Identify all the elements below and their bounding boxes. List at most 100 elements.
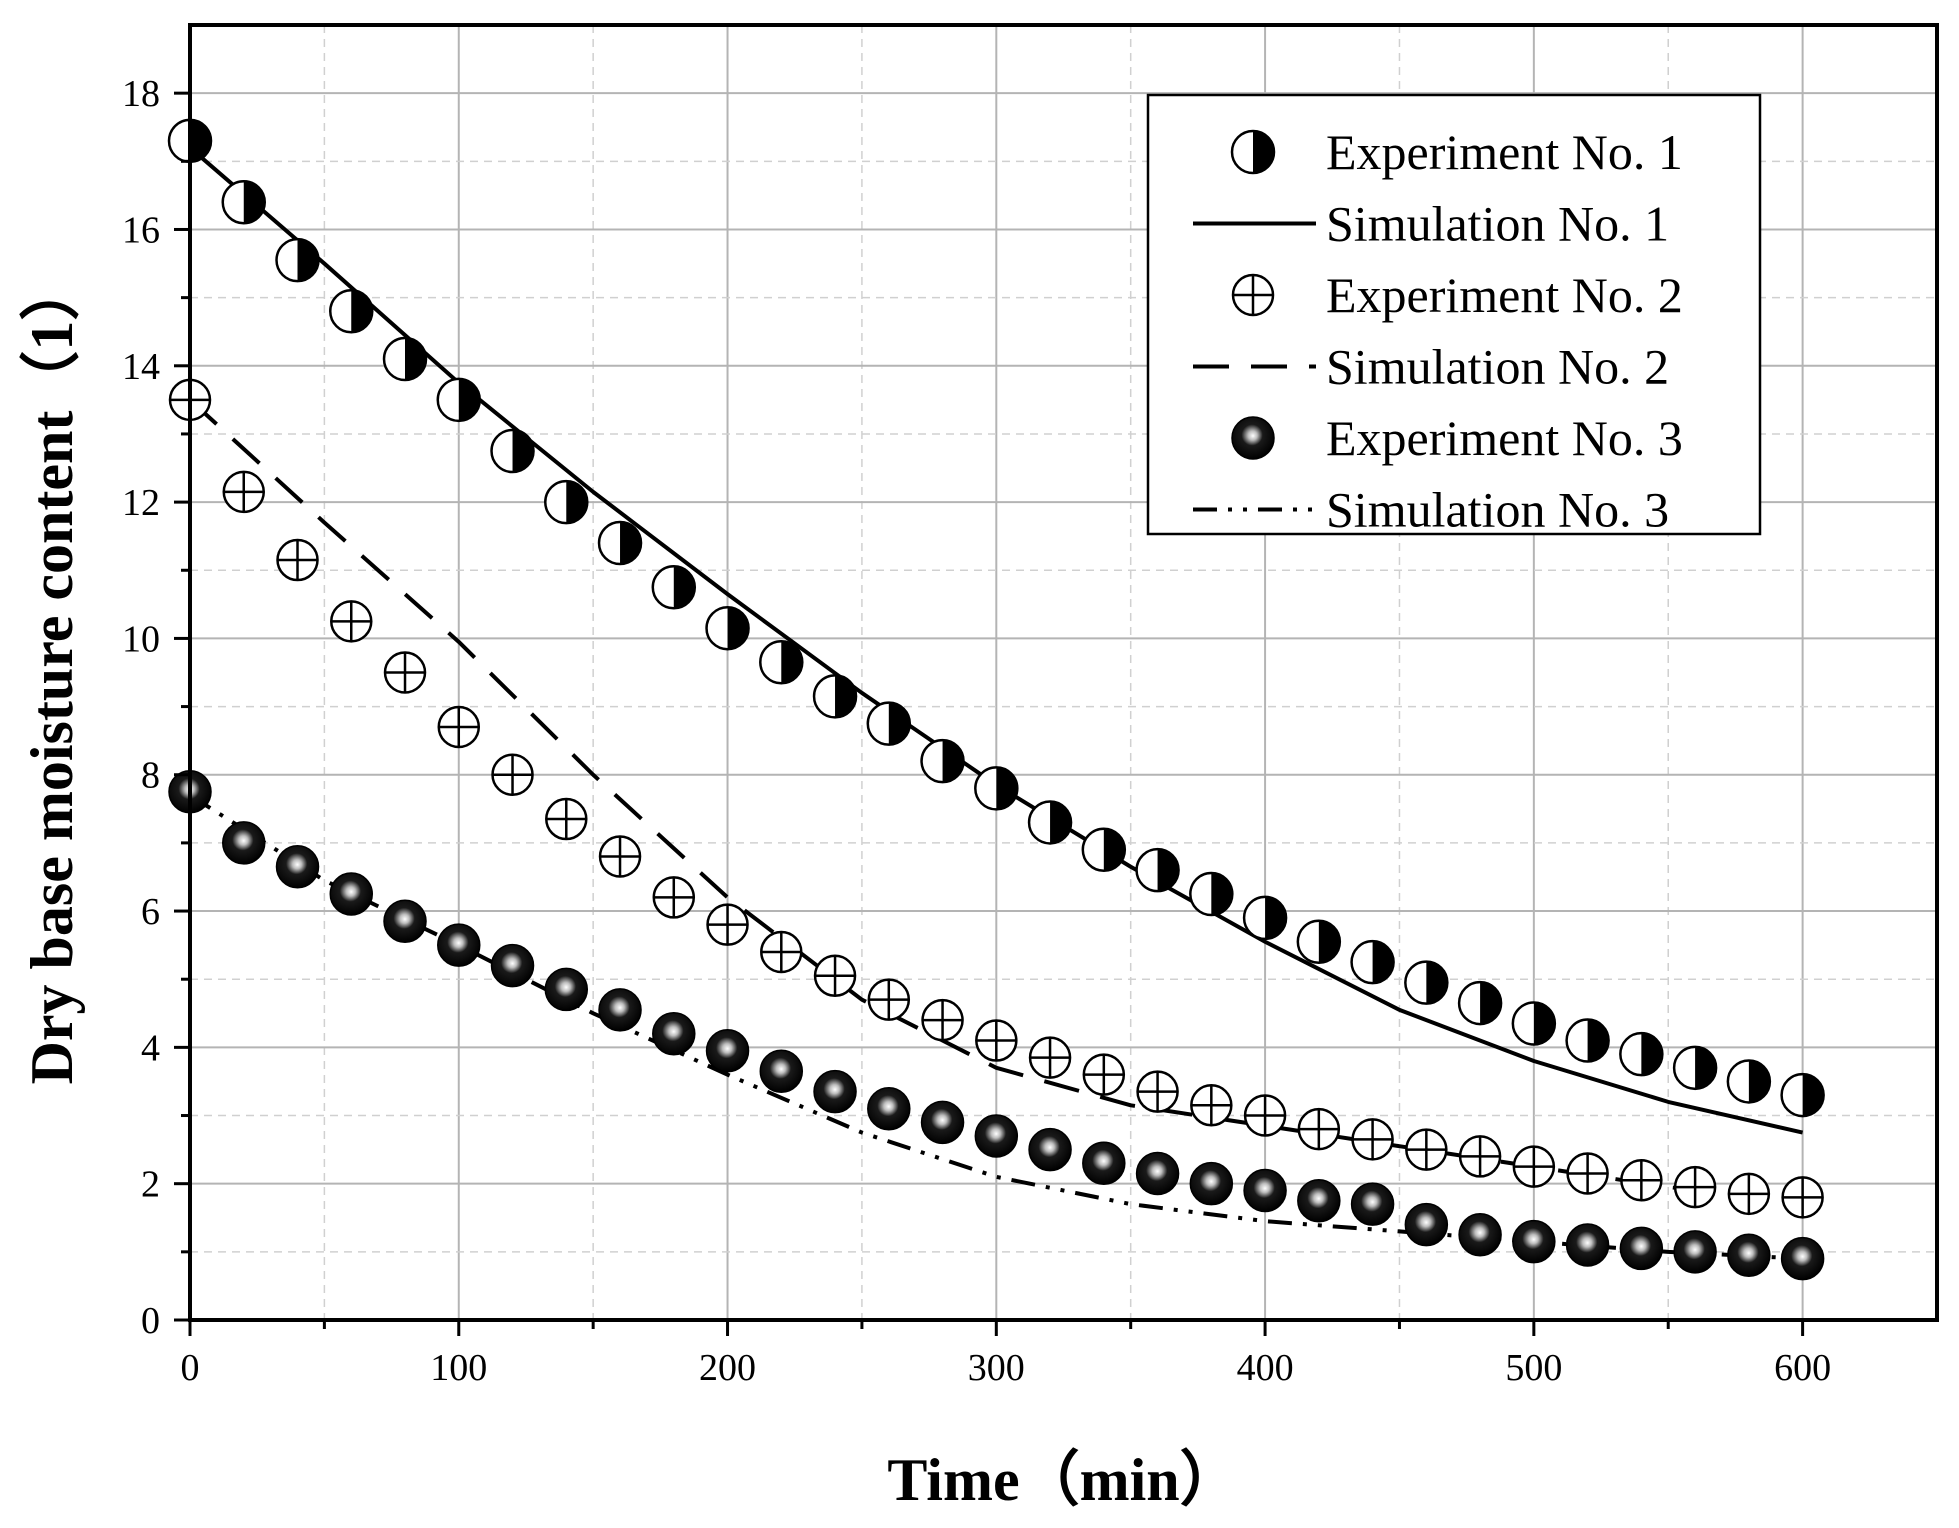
marker-fill bbox=[243, 181, 265, 224]
data-point bbox=[705, 605, 750, 651]
data-point bbox=[1673, 1230, 1717, 1274]
marker-fill bbox=[620, 522, 642, 564]
y-tick-label: 6 bbox=[141, 891, 160, 933]
data-point bbox=[383, 899, 427, 944]
data-point bbox=[491, 753, 534, 796]
y-tick-label: 12 bbox=[122, 482, 160, 524]
data-point bbox=[1297, 1178, 1341, 1223]
legend: Experiment No. 1 Simulation No. 1 Experime… bbox=[1146, 93, 1762, 538]
data-point bbox=[490, 943, 535, 988]
marker-fill bbox=[1253, 131, 1274, 173]
data-point bbox=[813, 954, 857, 998]
data-point bbox=[437, 923, 481, 967]
data-point bbox=[1565, 1223, 1610, 1267]
data-point bbox=[1189, 1161, 1234, 1206]
legend-label: Experiment No. 2 bbox=[1326, 267, 1683, 323]
marker-fill bbox=[1641, 1033, 1663, 1076]
data-point bbox=[1405, 1128, 1448, 1171]
legend-item: Experiment No. 1 bbox=[1230, 124, 1683, 180]
marker-fill bbox=[190, 119, 211, 162]
legend-label: Simulation No. 1 bbox=[1326, 196, 1669, 252]
data-point bbox=[705, 1029, 750, 1073]
data-point bbox=[1136, 1070, 1179, 1113]
x-tick-label: 500 bbox=[1505, 1347, 1562, 1389]
data-point bbox=[759, 640, 804, 685]
data-point bbox=[1027, 800, 1073, 845]
data-point bbox=[974, 766, 1019, 811]
marker-fill bbox=[727, 607, 749, 650]
data-point bbox=[1566, 1152, 1609, 1195]
data-point bbox=[1028, 1127, 1072, 1172]
marker-fill bbox=[1318, 920, 1340, 963]
x-tick-label: 400 bbox=[1237, 1347, 1294, 1389]
marker-fill bbox=[1480, 982, 1502, 1025]
grid bbox=[190, 25, 1937, 1320]
data-point bbox=[1673, 1165, 1717, 1209]
series-markers-experiment-no-1 bbox=[167, 118, 1825, 1118]
data-point bbox=[1135, 1151, 1180, 1196]
legend-item: Experiment No. 3 bbox=[1231, 410, 1683, 466]
data-point bbox=[382, 336, 428, 382]
y-tick-label: 0 bbox=[141, 1300, 160, 1342]
legend-symbol bbox=[1231, 416, 1275, 460]
data-point bbox=[1296, 919, 1342, 964]
data-point bbox=[544, 967, 589, 1012]
data-point bbox=[383, 651, 427, 694]
y-tick-label: 8 bbox=[141, 755, 160, 797]
marker-fill bbox=[888, 702, 910, 745]
y-tick-label: 18 bbox=[122, 73, 160, 115]
data-point bbox=[1511, 1001, 1557, 1046]
y-tick-label: 14 bbox=[122, 346, 160, 388]
legend-item: Simulation No. 2 bbox=[1193, 339, 1669, 395]
legend-label: Experiment No. 1 bbox=[1326, 124, 1683, 180]
legend-item: Simulation No. 3 bbox=[1193, 482, 1669, 538]
legend-label: Simulation No. 2 bbox=[1326, 339, 1669, 395]
data-point bbox=[545, 797, 588, 841]
data-point bbox=[867, 978, 911, 1021]
y-tick-label: 10 bbox=[122, 618, 160, 660]
data-point bbox=[1404, 960, 1449, 1005]
marker-fill bbox=[835, 675, 857, 718]
data-point bbox=[812, 674, 858, 719]
data-point bbox=[222, 821, 266, 865]
marker-fill bbox=[1103, 828, 1125, 871]
y-tick-label: 2 bbox=[141, 1164, 160, 1206]
legend-item: Experiment No. 2 bbox=[1231, 267, 1683, 323]
marker-fill bbox=[566, 481, 588, 524]
marker-fill bbox=[673, 566, 695, 609]
data-point bbox=[652, 876, 696, 919]
data-point bbox=[920, 1100, 965, 1145]
data-point bbox=[330, 600, 373, 643]
data-point bbox=[1135, 847, 1180, 893]
marker-fill bbox=[996, 767, 1018, 810]
data-point bbox=[329, 872, 374, 916]
data-point bbox=[1350, 939, 1395, 985]
data-point bbox=[920, 738, 965, 784]
data-point bbox=[490, 428, 535, 474]
data-point bbox=[544, 479, 589, 525]
marker-fill bbox=[781, 641, 803, 684]
data-point bbox=[975, 1019, 1018, 1062]
marker-fill bbox=[458, 378, 480, 421]
series-markers-experiment-no-3 bbox=[168, 770, 1825, 1281]
marker-fill bbox=[1695, 1046, 1717, 1089]
x-tick-label: 100 bbox=[430, 1347, 487, 1389]
data-point bbox=[759, 1049, 804, 1093]
legend-item: Simulation No. 1 bbox=[1193, 196, 1669, 252]
data-point bbox=[1081, 827, 1127, 872]
data-point bbox=[651, 565, 697, 610]
data-point bbox=[1243, 1168, 1287, 1213]
data-point bbox=[1512, 1145, 1556, 1188]
data-point bbox=[436, 377, 482, 423]
data-point bbox=[1351, 1118, 1394, 1161]
data-point bbox=[1512, 1219, 1556, 1264]
data-point bbox=[706, 903, 749, 946]
marker-fill bbox=[1426, 961, 1448, 1004]
data-point bbox=[974, 1114, 1019, 1158]
data-point bbox=[1727, 1172, 1771, 1216]
x-tick-label: 0 bbox=[181, 1347, 200, 1389]
data-point bbox=[329, 289, 374, 334]
data-point bbox=[1726, 1059, 1772, 1104]
data-point bbox=[1780, 1236, 1825, 1281]
data-point bbox=[813, 1069, 857, 1114]
